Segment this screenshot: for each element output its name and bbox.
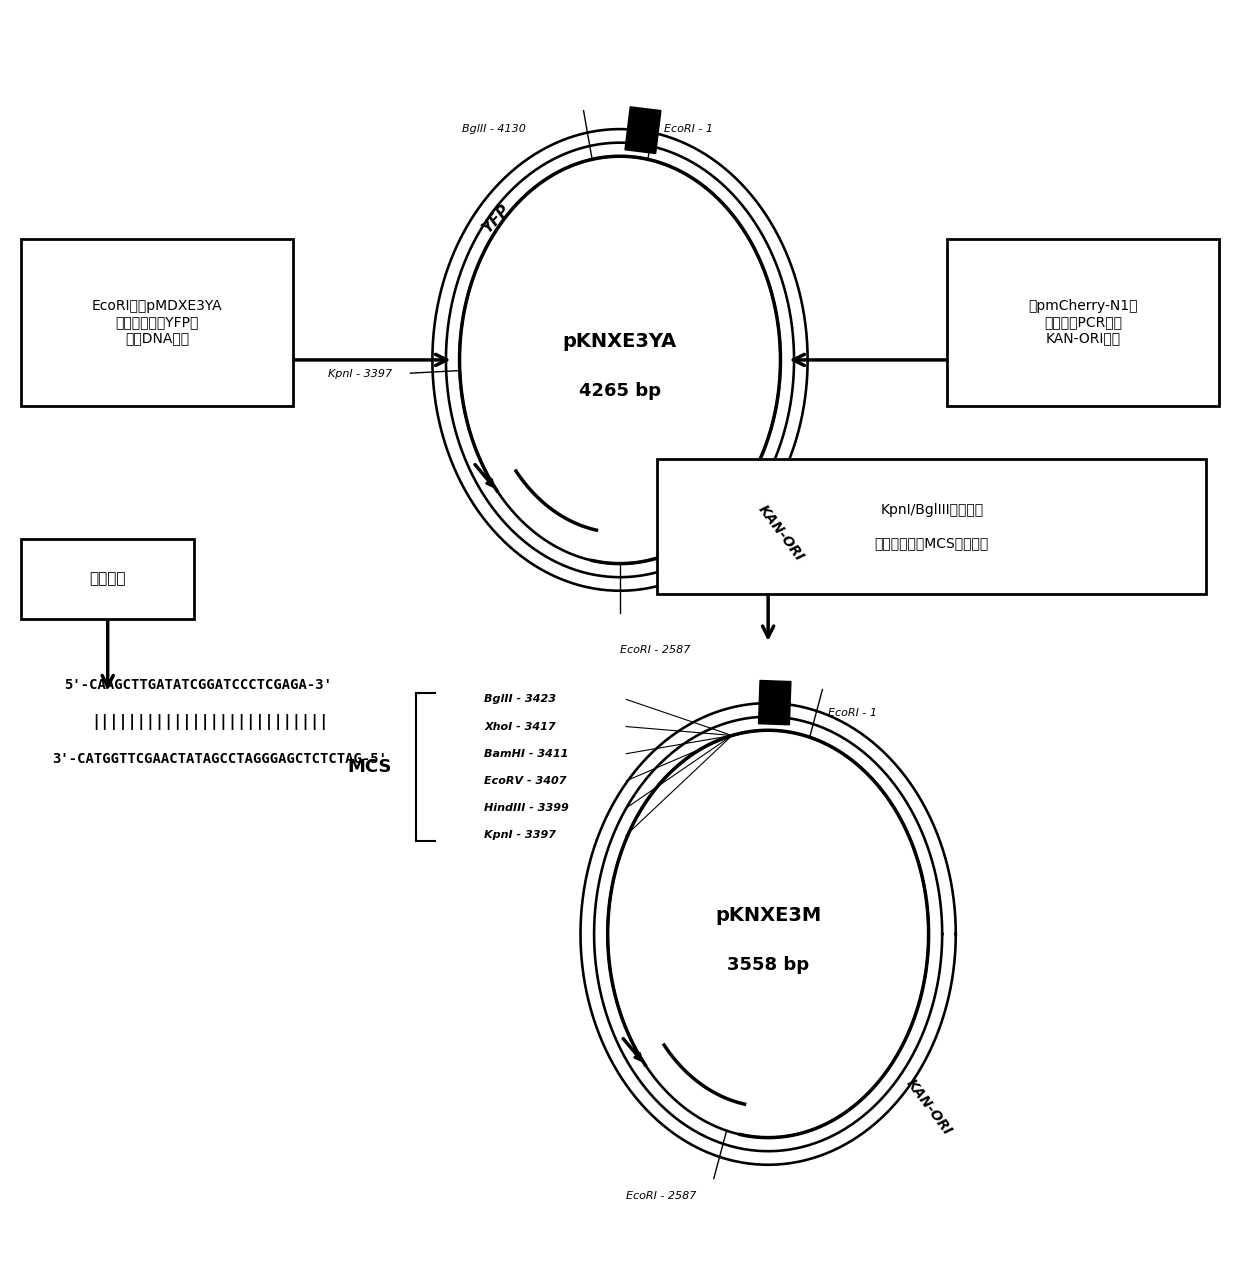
Text: BglII - 3423: BglII - 3423 [484, 695, 557, 705]
Text: BglII - 4130: BglII - 4130 [463, 124, 526, 134]
Text: YFP: YFP [480, 202, 512, 236]
Text: EcoRV - 3407: EcoRV - 3407 [484, 775, 567, 786]
Text: KpnI - 3397: KpnI - 3397 [327, 369, 392, 379]
Text: 3558 bp: 3558 bp [727, 956, 810, 974]
Text: MCS: MCS [347, 758, 392, 777]
Text: KpnI - 3397: KpnI - 3397 [484, 830, 557, 840]
Text: BamHI - 3411: BamHI - 3411 [484, 749, 569, 759]
Text: KAN-ORI: KAN-ORI [903, 1076, 955, 1138]
Text: EcoRI - 2587: EcoRI - 2587 [620, 645, 691, 655]
FancyBboxPatch shape [21, 239, 293, 405]
Text: EcoRI - 2587: EcoRI - 2587 [626, 1191, 697, 1201]
Text: HindIII - 3399: HindIII - 3399 [484, 803, 569, 813]
Text: 自身退火: 自身退火 [89, 572, 126, 586]
Text: KpnI/BglIII酶切质粒

与自身退火的MCS片段连接: KpnI/BglIII酶切质粒 与自身退火的MCS片段连接 [874, 504, 988, 549]
Polygon shape [625, 107, 661, 154]
Text: 3'-CATGGTTCGAACTATAGCCTAGGGAGCTCTCTAG-5': 3'-CATGGTTCGAACTATAGCCTAGGGAGCTCTCTAG-5' [52, 751, 387, 765]
Text: EcoRI - 1: EcoRI - 1 [665, 124, 713, 134]
Text: 5'-CAAGCTTGATATCGGATCCCTCGAGA-3': 5'-CAAGCTTGATATCGGATCCCTCGAGA-3' [64, 677, 332, 692]
Text: pKNXE3YA: pKNXE3YA [563, 332, 677, 351]
Text: EcoRI - 1: EcoRI - 1 [828, 709, 878, 719]
Polygon shape [759, 681, 791, 725]
Text: 4265 bp: 4265 bp [579, 381, 661, 400]
Text: XhoI - 3417: XhoI - 3417 [484, 721, 556, 731]
FancyBboxPatch shape [21, 539, 195, 619]
Text: EcoRI酶切pMDXE3YA
质粒获得携带YFP基
因的DNA片段: EcoRI酶切pMDXE3YA 质粒获得携带YFP基 因的DNA片段 [92, 299, 222, 346]
FancyBboxPatch shape [947, 239, 1219, 405]
Text: pKNXE3M: pKNXE3M [715, 906, 821, 925]
Text: 以pmCherry-N1质
粒为模板PCR扩增
KAN-ORI片段: 以pmCherry-N1质 粒为模板PCR扩增 KAN-ORI片段 [1028, 299, 1137, 346]
Text: ||||||||||||||||||||||||||: |||||||||||||||||||||||||| [92, 714, 329, 730]
FancyBboxPatch shape [657, 458, 1207, 595]
Text: KAN-ORI: KAN-ORI [755, 503, 806, 565]
